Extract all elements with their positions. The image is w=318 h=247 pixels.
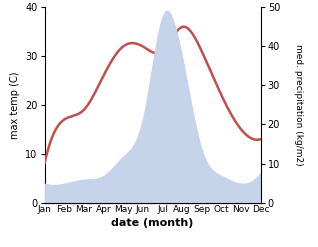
X-axis label: date (month): date (month) [111,219,194,228]
Y-axis label: max temp (C): max temp (C) [10,71,20,139]
Y-axis label: med. precipitation (kg/m2): med. precipitation (kg/m2) [294,44,303,166]
